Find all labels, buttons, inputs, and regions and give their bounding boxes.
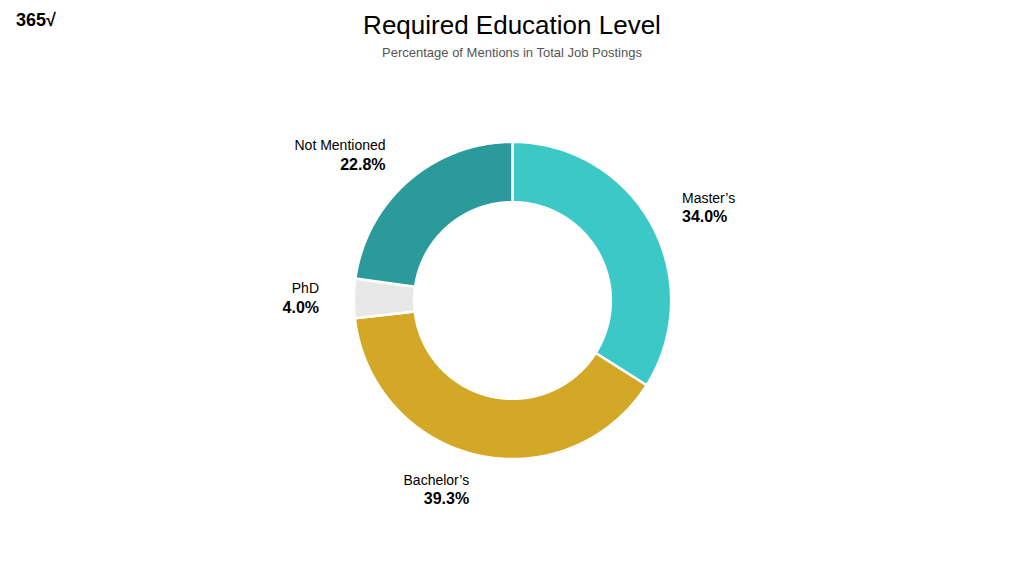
html-text:Required Education Level: Required Education Level — [363, 10, 661, 40]
svg-text:Master’s: Master’s — [682, 190, 735, 206]
html-text:365√: 365√ — [16, 10, 56, 30]
svg-text:4.0%: 4.0% — [283, 299, 319, 316]
svg-text:22.8%: 22.8% — [340, 156, 385, 173]
svg-text:39.3%: 39.3% — [424, 490, 469, 507]
svg-text:Bachelor’s: Bachelor’s — [404, 472, 470, 488]
svg-text:Not Mentioned: Not Mentioned — [294, 137, 385, 153]
svg-text:34.0%: 34.0% — [682, 208, 727, 225]
html-text:Percentage of Mentions in Tota: Percentage of Mentions in Total Job Post… — [382, 45, 642, 60]
svg-text:PhD: PhD — [292, 280, 319, 296]
